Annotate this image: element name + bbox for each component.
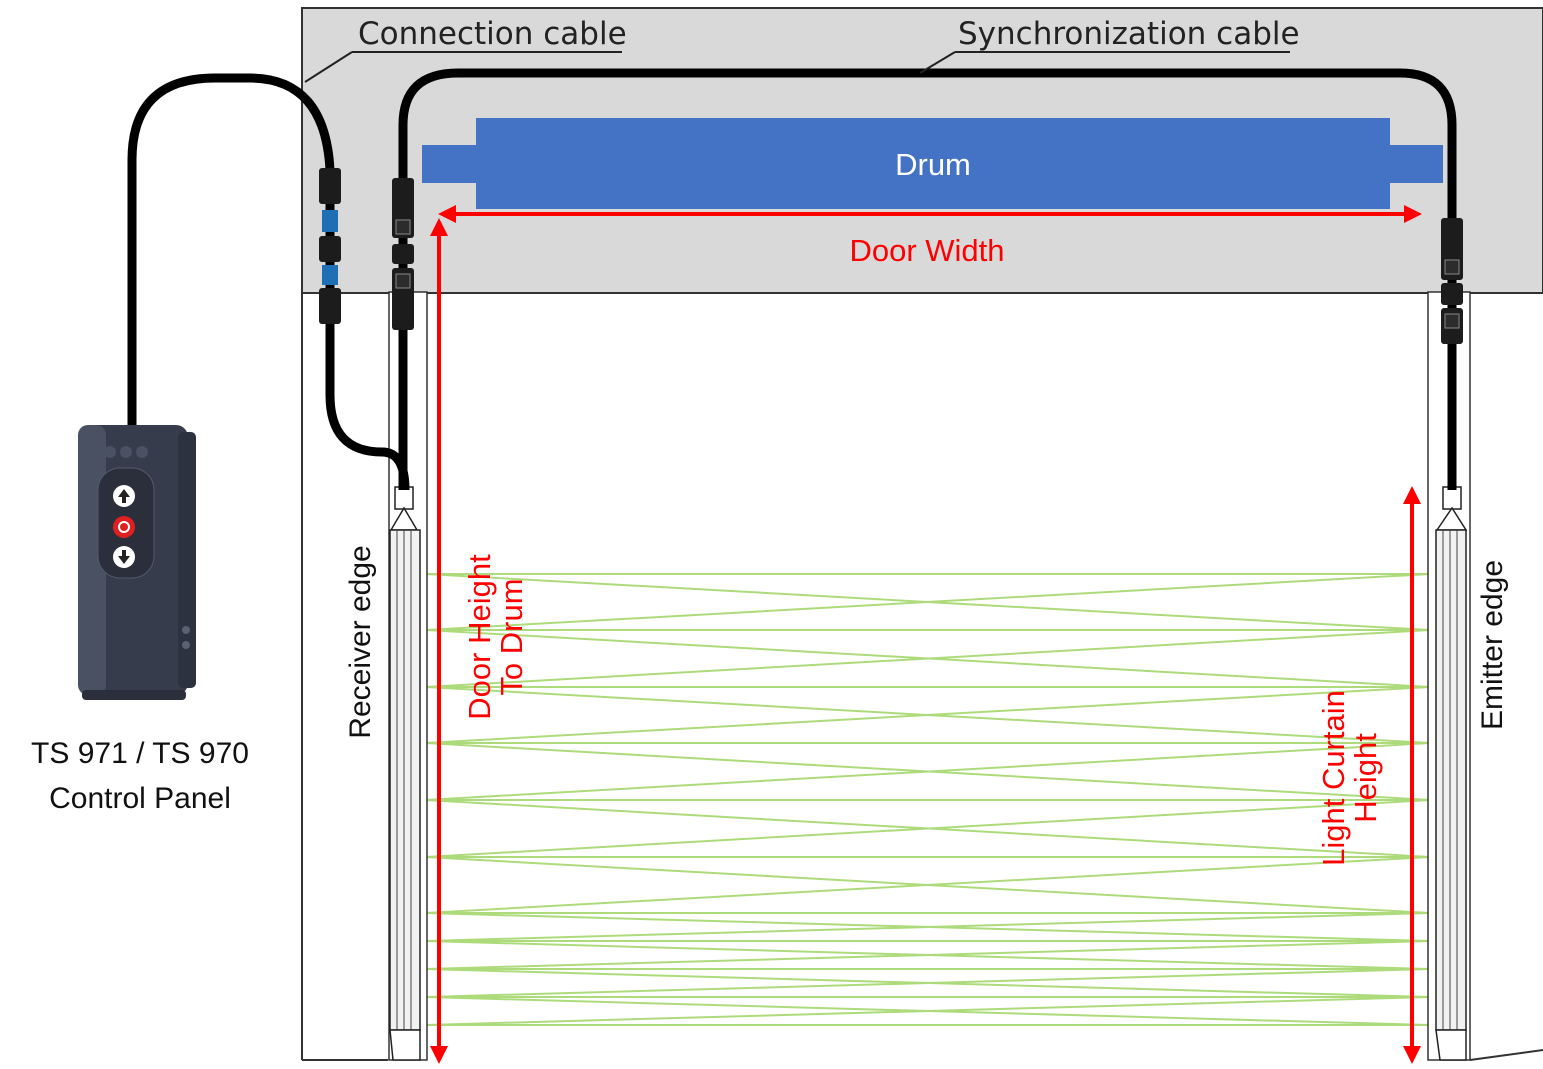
drum-shaft-right	[1389, 145, 1443, 183]
stop-icon	[113, 516, 135, 538]
light-beams	[425, 573, 1431, 1026]
door-width-label: Door Width	[849, 233, 1004, 268]
connection-cable	[127, 73, 410, 491]
light-curtain-height-arrow	[1403, 486, 1421, 1064]
connection-connector	[319, 168, 341, 324]
synchronization-cable-leader	[919, 51, 956, 74]
connection-cable-leader	[304, 51, 353, 83]
light-curtain-label-line1: Light Curtain	[1316, 690, 1351, 866]
control-panel-label-line1: TS 971 / TS 970	[31, 737, 249, 770]
emitter-connector	[1441, 218, 1463, 344]
drum-shaft-left	[422, 145, 478, 183]
receiver-edge-profile	[388, 291, 428, 1061]
door-width-arrow	[438, 205, 1422, 223]
drum	[476, 118, 1390, 209]
receiver-connector	[392, 178, 414, 330]
arrow-down-icon	[113, 546, 135, 568]
connection-cable-label: Connection cable	[358, 16, 627, 52]
door-height-label-line1: Door Height	[462, 554, 497, 720]
receiver-edge-label: Receiver edge	[344, 545, 377, 738]
control-panel-label-line2: Control Panel	[49, 782, 231, 815]
bottom-right-line	[1469, 1049, 1543, 1061]
emitter-edge-label: Emitter edge	[1476, 560, 1509, 730]
door-height-label-line2: To Drum	[494, 578, 529, 695]
light-curtain-label-line2: Height	[1348, 733, 1383, 823]
synchronization-cable	[398, 68, 1457, 490]
light-curtain-height-label: Light Curtain Height	[1316, 690, 1383, 866]
door-height-arrow	[430, 218, 448, 1064]
control-panel	[78, 425, 196, 700]
door-height-label: Door Height To Drum	[462, 554, 529, 720]
arrow-up-icon	[113, 485, 135, 507]
synchronization-cable-label: Synchronization cable	[958, 16, 1300, 52]
drum-label: Drum	[895, 147, 971, 182]
